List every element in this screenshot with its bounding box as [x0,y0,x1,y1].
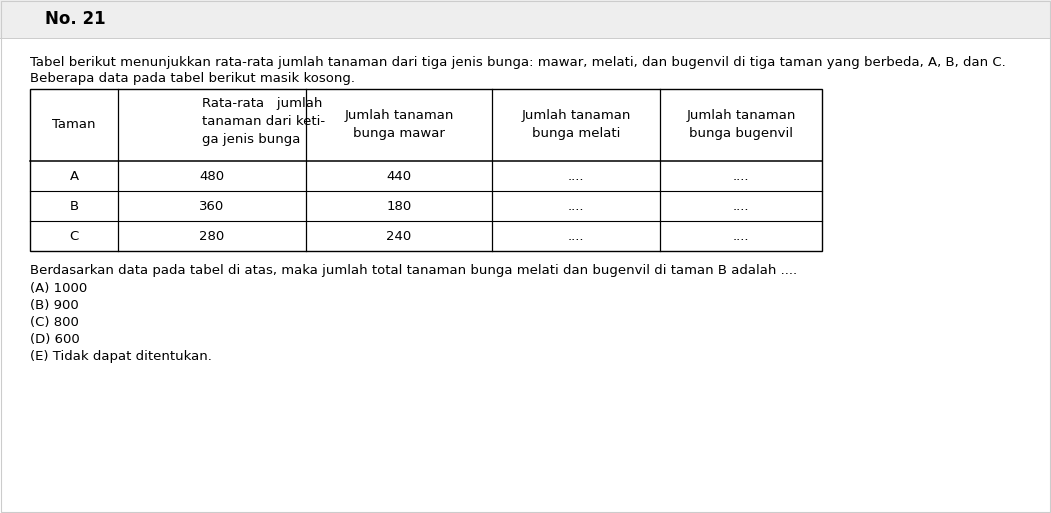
Text: Rata-rata   jumlah
tanaman dari keti-
ga jenis bunga: Rata-rata jumlah tanaman dari keti- ga j… [202,97,325,146]
Text: Berdasarkan data pada tabel di atas, maka jumlah total tanaman bunga melati dan : Berdasarkan data pada tabel di atas, mak… [30,264,797,277]
Text: Jumlah tanaman
bunga melati: Jumlah tanaman bunga melati [521,109,631,141]
Text: Jumlah tanaman
bunga mawar: Jumlah tanaman bunga mawar [345,109,454,141]
Text: (D) 600: (D) 600 [30,333,80,346]
Text: ....: .... [733,200,749,212]
Text: ....: .... [568,200,584,212]
Bar [0,0,1051,38]
Text: A: A [69,169,79,183]
Text: 180: 180 [387,200,412,212]
Text: ....: .... [733,229,749,243]
Text: Taman: Taman [53,119,96,131]
Text: C: C [69,229,79,243]
Text: ....: .... [568,169,584,183]
Text: Jumlah tanaman
bunga bugenvil: Jumlah tanaman bunga bugenvil [686,109,796,141]
Text: 280: 280 [200,229,225,243]
Text: No. 21: No. 21 [45,10,105,28]
Text: (C) 800: (C) 800 [30,316,79,329]
Text: ....: .... [733,169,749,183]
Bar [30,89,822,251]
Text: 240: 240 [387,229,412,243]
Text: (E) Tidak dapat ditentukan.: (E) Tidak dapat ditentukan. [30,350,212,363]
Text: 440: 440 [387,169,412,183]
Text: (A) 1000: (A) 1000 [30,282,87,295]
Text: Beberapa data pada tabel berikut masik kosong.: Beberapa data pada tabel berikut masik k… [30,72,355,85]
Text: B: B [69,200,79,212]
Text: 480: 480 [200,169,225,183]
Text: Tabel berikut menunjukkan rata-rata jumlah tanaman dari tiga jenis bunga: mawar,: Tabel berikut menunjukkan rata-rata juml… [30,56,1006,69]
Text: ....: .... [568,229,584,243]
Text: (B) 900: (B) 900 [30,299,79,312]
Text: 360: 360 [200,200,225,212]
